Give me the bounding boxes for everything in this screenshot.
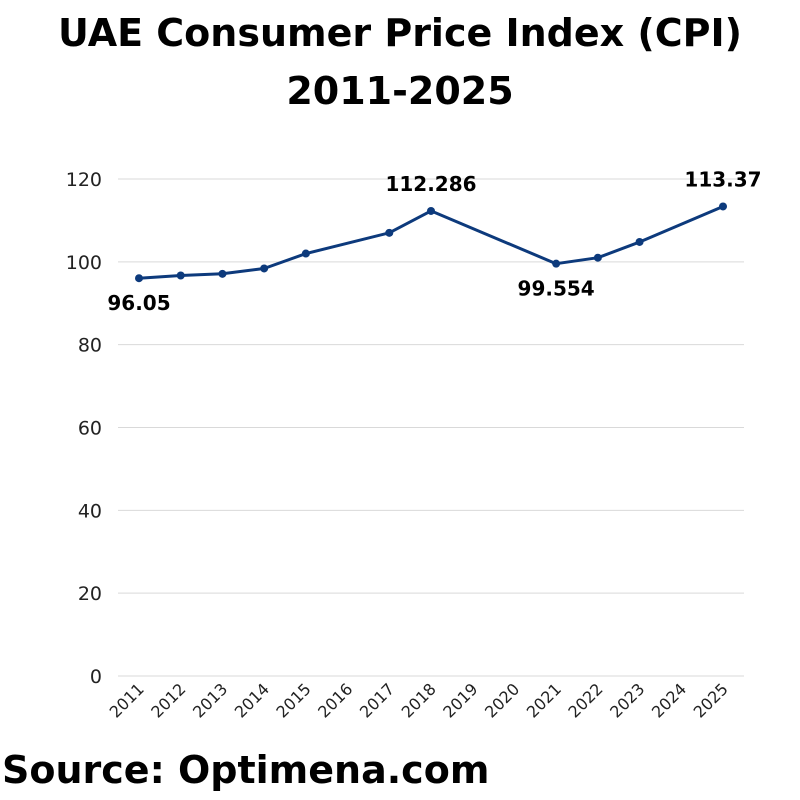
data-point xyxy=(593,253,602,262)
y-tick-label: 120 xyxy=(66,169,102,191)
data-point xyxy=(385,228,394,237)
data-label: 113.37 xyxy=(684,167,761,191)
y-tick-label: 20 xyxy=(78,583,102,605)
x-tick-label: 2019 xyxy=(439,679,481,721)
chart-title-line1: UAE Consumer Price Index (CPI) xyxy=(58,11,742,55)
data-label: 96.05 xyxy=(107,291,170,315)
x-tick-label: 2014 xyxy=(231,679,273,721)
data-point xyxy=(427,206,435,215)
data-point xyxy=(135,274,143,283)
x-tick-label: 2020 xyxy=(481,679,523,721)
y-tick-label: 0 xyxy=(90,666,102,688)
x-tick-label: 2012 xyxy=(147,679,189,721)
x-tick-label: 2016 xyxy=(314,679,356,721)
x-tick-label: 2013 xyxy=(189,679,231,721)
y-tick-label: 40 xyxy=(78,500,102,522)
data-point xyxy=(301,249,310,258)
data-point xyxy=(719,202,727,211)
data-point xyxy=(218,269,227,278)
x-tick-label: 2023 xyxy=(606,679,648,721)
source-caption: Source: Optimena.com xyxy=(2,748,490,792)
data-point xyxy=(176,271,185,280)
x-tick-label: 2021 xyxy=(523,679,565,721)
data-label: 99.554 xyxy=(518,277,595,301)
x-tick-label: 2018 xyxy=(398,679,440,721)
data-point xyxy=(260,264,269,273)
x-tick-label: 2024 xyxy=(648,679,690,721)
data-point xyxy=(635,237,644,246)
data-label: 112.286 xyxy=(385,172,476,196)
chart-title: UAE Consumer Price Index (CPI) 2011-2025 xyxy=(0,4,800,120)
x-tick-label: 2011 xyxy=(106,679,148,721)
y-tick-label: 60 xyxy=(78,418,102,440)
x-tick-label: 2017 xyxy=(356,679,398,721)
series-line xyxy=(138,205,724,280)
y-tick-label: 100 xyxy=(66,252,102,274)
x-tick-label: 2015 xyxy=(272,679,314,721)
data-point xyxy=(552,259,561,268)
x-tick-label: 2022 xyxy=(564,679,606,721)
chart-title-line2: 2011-2025 xyxy=(286,69,514,113)
x-tick-label: 2025 xyxy=(690,679,732,721)
y-tick-label: 80 xyxy=(78,335,102,357)
